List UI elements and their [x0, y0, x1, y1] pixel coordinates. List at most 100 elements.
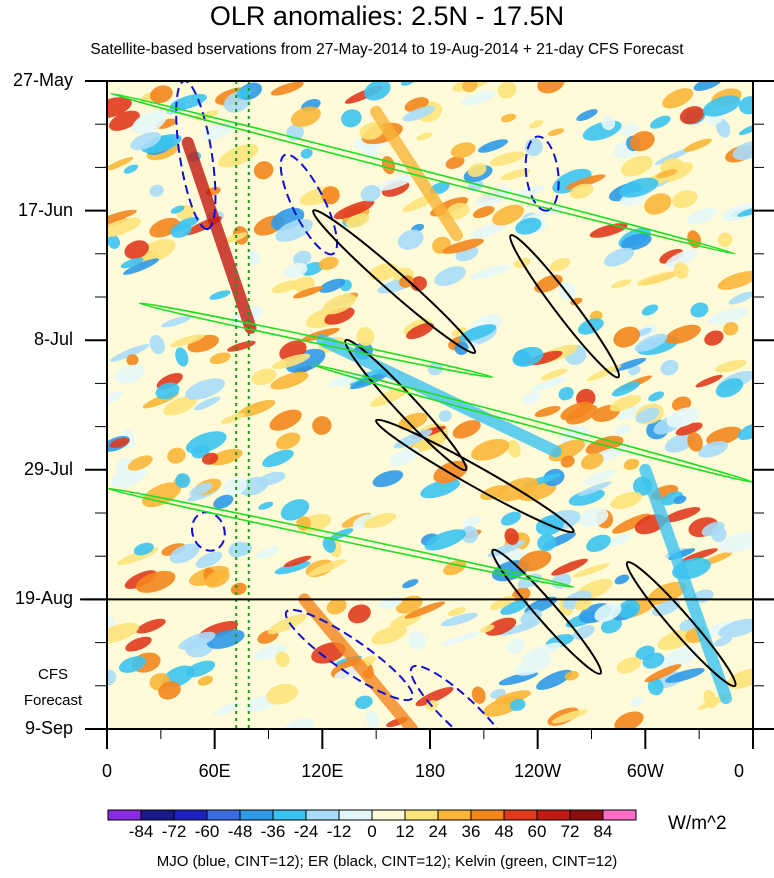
anomaly-patch	[472, 206, 495, 219]
anomaly-patch	[389, 447, 420, 467]
anomaly-patch	[370, 386, 410, 407]
colorbar-label: -24	[293, 822, 319, 841]
mjo-contour	[190, 511, 226, 552]
anomaly-patch	[660, 359, 679, 376]
anomaly-patch	[201, 123, 233, 141]
anomaly-patch	[406, 322, 434, 340]
anomaly-patch	[514, 654, 552, 676]
anomaly-patch	[440, 612, 478, 627]
colorbar-box	[107, 809, 142, 821]
anomaly-patch	[536, 669, 573, 690]
anomaly-patch	[272, 353, 311, 370]
anomaly-patch	[594, 602, 622, 622]
colorbar-box	[404, 809, 439, 821]
colorbar-label: 84	[593, 822, 613, 841]
anomaly-patch	[206, 629, 245, 649]
anomaly-patch	[540, 368, 568, 381]
anomaly-patch	[641, 304, 659, 316]
anomaly-patch	[416, 132, 433, 141]
anomaly-patch	[718, 531, 753, 553]
colorbar-box	[206, 809, 241, 821]
anomaly-patch	[686, 208, 717, 225]
anomaly-patch	[107, 209, 137, 223]
x-tick-label: 0	[101, 761, 112, 781]
anomaly-patch	[648, 391, 665, 402]
anomaly-patch	[275, 651, 290, 668]
anomaly-patch	[500, 600, 529, 615]
anomaly-patch	[586, 364, 622, 382]
anomaly-patch	[673, 495, 687, 505]
anomaly-patch	[445, 156, 465, 169]
anomaly-patch	[318, 256, 339, 270]
anomaly-patch	[614, 574, 630, 585]
anomaly-patch	[324, 307, 355, 325]
anomaly-patch	[683, 138, 712, 152]
anomaly-patch	[169, 93, 207, 111]
x-tick-label: 60E	[198, 761, 231, 781]
anomaly-patch	[600, 617, 622, 634]
anomaly-patch	[230, 582, 247, 596]
chart-title: OLR anomalies: 2.5N - 17.5N	[209, 1, 565, 31]
anomaly-patch	[618, 123, 639, 136]
anomaly-patch	[133, 542, 154, 556]
anomaly-patch	[603, 247, 635, 267]
anomaly-patch	[461, 525, 479, 544]
anomaly-patch	[170, 223, 192, 238]
anomaly-patch	[300, 148, 313, 159]
anomaly-patch	[258, 501, 274, 510]
anomaly-patch	[123, 258, 160, 275]
anomaly-patch	[408, 630, 427, 651]
colorbar-box	[437, 809, 472, 821]
anomaly-patch	[213, 702, 242, 716]
anomaly-patch	[254, 644, 287, 661]
anomaly-patch	[322, 536, 336, 553]
anomaly-patch	[209, 352, 231, 365]
colorbar-label: 48	[494, 822, 514, 841]
anomaly-patch	[487, 540, 526, 558]
anomaly-patch	[178, 631, 216, 650]
anomaly-patch	[659, 248, 684, 264]
anomaly-patch	[262, 449, 294, 468]
anomaly-patch	[255, 546, 280, 559]
anomaly-patch	[506, 638, 525, 654]
anomaly-patch	[586, 534, 611, 553]
anomaly-patch	[574, 597, 592, 611]
anomaly-patch	[275, 218, 313, 242]
anomaly-patch	[564, 671, 579, 681]
anomaly-patch	[500, 511, 521, 526]
anomaly-patch	[223, 477, 247, 496]
anomaly-patch	[237, 399, 276, 417]
anomaly-patch	[509, 698, 526, 712]
anomaly-patch	[156, 118, 177, 129]
anomaly-patch	[363, 512, 397, 529]
anomaly-patch	[221, 413, 246, 424]
anomaly-patch	[124, 240, 149, 260]
anomaly-patch	[120, 257, 144, 269]
anomaly-patch	[185, 660, 216, 678]
anomaly-patch	[402, 579, 419, 589]
anomaly-patch	[494, 690, 532, 705]
mjo-contour	[409, 664, 513, 729]
anomaly-patch	[253, 161, 274, 180]
er-contour	[312, 209, 477, 354]
anomaly-patch	[355, 695, 373, 710]
anomaly-patch	[163, 396, 197, 416]
y-tick-label: 17-Jun	[17, 199, 73, 220]
anomaly-patch	[284, 718, 314, 729]
anomaly-patch	[717, 270, 753, 290]
anomaly-patch	[498, 671, 539, 686]
heatmap-field	[107, 81, 753, 729]
anomaly-patch	[610, 491, 643, 509]
anomaly-patch	[459, 324, 497, 342]
anomaly-patch	[415, 686, 454, 707]
anomaly-patch	[580, 452, 604, 470]
anomaly-patch	[659, 647, 698, 670]
kelvin-contour	[107, 487, 575, 588]
anomaly-patch	[693, 81, 723, 91]
anomaly-patch	[402, 105, 435, 122]
anomaly-patch	[485, 617, 517, 636]
anomaly-patch	[738, 124, 753, 136]
mjo-contour	[284, 608, 414, 702]
anomaly-patch	[470, 264, 512, 280]
chart-subtitle: Satellite-based bservations from 27-May-…	[90, 41, 684, 58]
